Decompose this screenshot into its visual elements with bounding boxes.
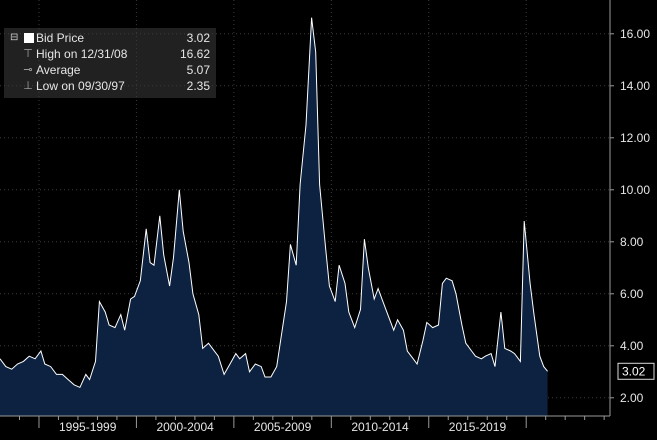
legend-value: 16.62 — [179, 47, 210, 61]
x-tick-label: 2015-2019 — [449, 420, 507, 434]
legend: ⊟ Bid Price 3.02 ⊤ High on 12/31/08 16.6… — [4, 28, 216, 98]
legend-label: Average — [36, 63, 81, 77]
y-tick-label: 2.00 — [620, 391, 644, 405]
legend-item-high: ⊤ High on 12/31/08 16.62 — [4, 46, 216, 62]
last-value-marker: 3.02 — [617, 362, 655, 380]
y-tick-label: 14.00 — [620, 79, 650, 93]
y-tick-label: 16.00 — [620, 27, 650, 41]
x-tick-label: 2000-2004 — [156, 420, 214, 434]
x-tick-label: 1995-1999 — [59, 420, 117, 434]
bid-price-area — [0, 17, 548, 416]
square-swatch-icon — [24, 33, 34, 43]
legend-item-bid-price: ⊟ Bid Price 3.02 — [4, 30, 216, 46]
collapse-icon[interactable]: ⊟ — [10, 32, 19, 43]
y-tick-label: 4.00 — [620, 339, 644, 353]
legend-value: 3.02 — [186, 31, 210, 45]
last-value-box — [617, 362, 655, 380]
legend-label: Low on 09/30/97 — [36, 79, 125, 93]
x-tick-label: 2010-2014 — [351, 420, 409, 434]
legend-label: High on 12/31/08 — [36, 47, 128, 61]
x-tick-label: 2005-2009 — [254, 420, 312, 434]
legend-value: 2.35 — [186, 79, 210, 93]
legend-item-low: ⊥ Low on 09/30/97 2.35 — [4, 78, 216, 94]
y-tick-label: 8.00 — [620, 235, 644, 249]
legend-value: 5.07 — [186, 63, 210, 77]
y-axis-ticks: 2.00 4.00 6.00 8.00 10.00 12.00 14.00 16.00 — [610, 27, 650, 405]
y-tick-label: 6.00 — [620, 287, 644, 301]
legend-item-average: ⊸ Average 5.07 — [4, 62, 216, 78]
bid-price-line — [0, 17, 548, 389]
vertical-gridlines — [38, 0, 527, 416]
y-tick-label: 12.00 — [620, 131, 650, 145]
average-marker-icon: ⊸ — [23, 64, 33, 76]
low-marker-icon: ⊥ — [23, 80, 33, 92]
high-marker-icon: ⊤ — [23, 48, 33, 60]
legend-label: Bid Price — [36, 31, 85, 45]
y-tick-label: 10.00 — [620, 183, 650, 197]
last-value-label: 3.02 — [622, 364, 646, 378]
x-axis-ticks: 1995-1999 2000-2004 2005-2009 2010-2014 2015… — [18, 416, 605, 434]
